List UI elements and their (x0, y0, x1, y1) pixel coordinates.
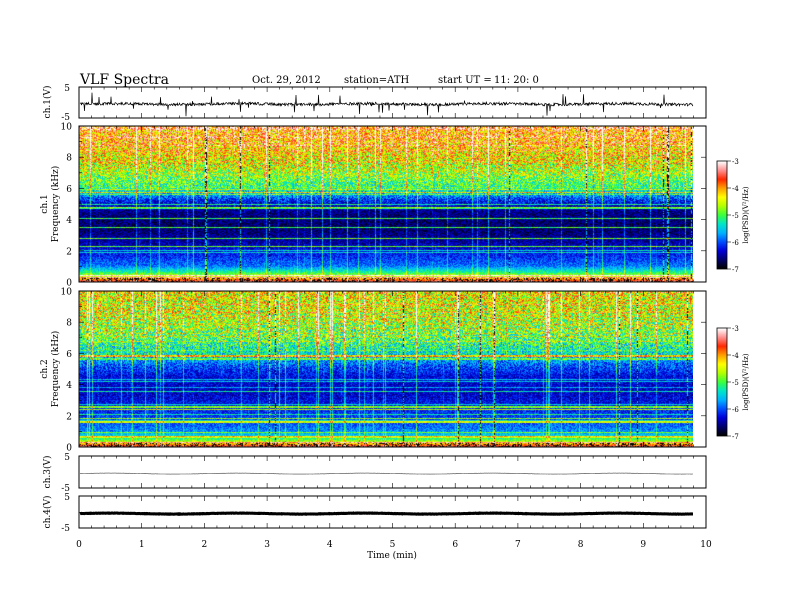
ch3-waveform-trace (80, 472, 693, 475)
ch1-xtick-marks (78, 87, 707, 118)
colorbar-tick-label: -6 (732, 239, 739, 247)
ch4-waveform-trace (79, 511, 693, 516)
ch3-xtick-marks (78, 456, 707, 488)
station-label: station=ATH (344, 75, 410, 86)
colorbar-tick-label: -6 (732, 406, 739, 414)
freq-tick-label: 0 (66, 279, 72, 289)
colorbar-tick-label: -3 (732, 158, 739, 166)
colorbar-tick-label: -7 (732, 266, 739, 274)
ch3-waveform-panel: 5 -5 ch.3(V) (42, 453, 707, 494)
freq-tick-label: 10 (61, 288, 73, 298)
colorbar-tick-label: -4 (732, 352, 739, 360)
ch3-ytick-top: 5 (64, 453, 70, 463)
freq-tick-label: 8 (66, 319, 72, 329)
ch2-colorbar: -3 -4 -5 -6 -7 log(PSD)(V²/Hz) (716, 325, 750, 441)
ch4-xtick-marks (78, 496, 707, 528)
freq-tick-label: 4 (66, 381, 72, 391)
freq-tick-label: 0 (66, 444, 72, 454)
time-tick-label: 8 (578, 540, 584, 550)
time-tick-label: 7 (515, 540, 521, 550)
ch4-ytick-top: 5 (64, 493, 70, 503)
ch1-colorbar: -3 -4 -5 -6 -7 log(PSD)(V²/Hz) (716, 158, 750, 274)
time-tick-label: 1 (139, 540, 145, 550)
ch3-ylabel: ch.3(V) (42, 456, 53, 489)
colorbar-tick-label: -4 (732, 185, 739, 193)
ch2-colorbar-gradient (717, 328, 727, 436)
freq-tick-label: 4 (66, 216, 72, 226)
freq-tick-label: 10 (61, 123, 73, 133)
freq-tick-label: 2 (66, 412, 72, 422)
ch2-freq-ticks: 0 2 4 6 8 10 (61, 288, 706, 454)
date-label: Oct. 29, 2012 (252, 75, 321, 86)
time-tick-label: 5 (390, 540, 396, 550)
colorbar-tick-label: -5 (732, 379, 739, 387)
ch2-channel-label: ch.2 (40, 359, 50, 378)
ch1-spectrogram-panel: 0 2 4 6 8 10 Frequency (kHz) ch.1 (40, 123, 707, 289)
ch2-spectrogram-panel: 0 2 4 6 8 10 Frequency (kHz) ch.2 (40, 288, 707, 454)
ch2-colorbar-ticks: -3 -4 -5 -6 -7 (727, 325, 739, 441)
time-tick-label: 10 (700, 540, 712, 550)
freq-tick-label: 6 (66, 350, 72, 360)
ch1-waveform-panel: 5 -5 ch.1(V) (42, 84, 707, 123)
ch1-ytick-top: 5 (64, 84, 70, 94)
start-ut-value: 11: 20: 0 (494, 75, 539, 86)
colorbar-tick-label: -3 (732, 325, 739, 333)
ch3-ytick-bottom: -5 (61, 484, 70, 494)
colorbar-tick-label: -7 (732, 433, 739, 441)
ch1-waveform-trace (79, 92, 694, 117)
time-tick-label: 6 (452, 540, 458, 550)
freq-tick-label: 2 (66, 247, 72, 257)
time-tick-label: 2 (202, 540, 208, 550)
time-tick-label: 3 (264, 540, 270, 550)
ch1-ytick-bottom: -5 (61, 113, 70, 123)
ch4-ytick-bottom: -5 (61, 524, 70, 534)
colorbar-tick-label: -5 (732, 212, 739, 220)
time-axis-tick-labels: 0 1 2 3 4 5 6 7 8 9 10 (76, 540, 712, 550)
ch4-ylabel: ch.4(V) (42, 496, 53, 529)
ch1-spectrogram-image (79, 126, 693, 282)
ch1-ylabel: ch.1(V) (42, 86, 53, 119)
freq-tick-label: 6 (66, 185, 72, 195)
time-axis-label: Time (min) (367, 550, 417, 561)
start-ut-label: start UT = (438, 75, 492, 86)
figure-title: VLF Spectra (80, 72, 169, 88)
ch1-colorbar-ticks: -3 -4 -5 -6 -7 (727, 158, 739, 274)
ch2-freq-ylabel: Frequency (kHz) (50, 331, 61, 408)
freq-tick-label: 8 (66, 154, 72, 164)
ch1-freq-ticks: 0 2 4 6 8 10 (61, 123, 706, 289)
time-tick-label: 0 (76, 540, 82, 550)
ch2-colorbar-label: log(PSD)(V²/Hz) (742, 353, 750, 410)
time-tick-label: 4 (327, 540, 333, 550)
ch1-spectrogram-xtick-marks (78, 126, 707, 282)
ch2-spectrogram-image (79, 291, 693, 447)
ch2-spectrogram-xtick-marks (78, 291, 707, 447)
ch1-freq-ylabel: Frequency (kHz) (50, 166, 61, 243)
ch1-colorbar-gradient (717, 161, 727, 269)
ch1-channel-label: ch.1 (40, 194, 50, 213)
ch4-waveform-panel: 5 -5 ch.4(V) (42, 493, 707, 534)
ch1-colorbar-label: log(PSD)(V²/Hz) (742, 186, 750, 243)
time-tick-label: 9 (640, 540, 646, 550)
